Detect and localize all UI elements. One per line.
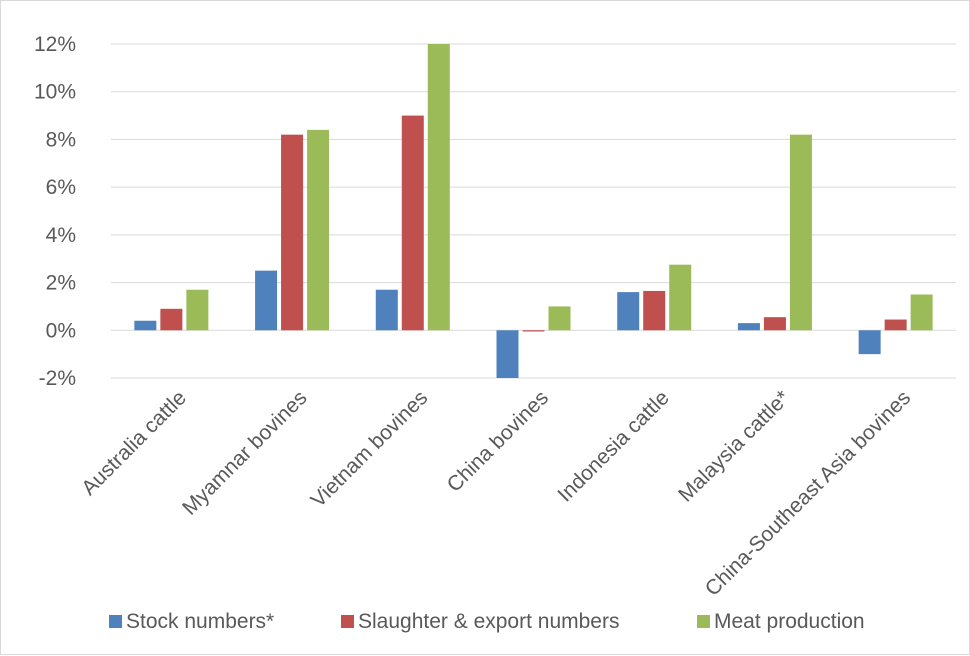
gridlines: [111, 43, 956, 379]
category-label: Australia cattle: [77, 386, 191, 500]
bars: [134, 44, 933, 378]
category-label: Indonesia cattle: [553, 386, 673, 506]
bar: [427, 44, 450, 331]
legend-label: Stock numbers*: [126, 610, 274, 633]
y-tick-label: 10%: [34, 81, 76, 104]
category-label: Malaysia cattle*: [674, 386, 794, 506]
bar: [255, 270, 278, 331]
bar: [160, 308, 183, 331]
bar: [643, 290, 666, 331]
bar: [858, 330, 881, 355]
legend-swatch: [341, 615, 354, 628]
y-axis-tick-labels: -2% 0% 2% 4% 6% 8% 10% 12%: [34, 33, 76, 390]
bar: [548, 306, 571, 331]
bar: [789, 134, 812, 331]
category-label: Vietnam bovines: [307, 386, 433, 512]
y-tick-label: 0%: [46, 319, 76, 342]
legend: Stock numbers* Slaughter & export numbers…: [109, 610, 865, 633]
bar: [522, 330, 545, 332]
legend-label: Meat production: [714, 610, 865, 633]
bar: [307, 129, 330, 331]
y-tick-label: 6%: [46, 176, 76, 199]
bar: [375, 289, 398, 331]
category-label: China-Southeast Asia bovines: [701, 386, 915, 600]
bar: [401, 115, 424, 331]
y-tick-label: 4%: [46, 224, 76, 247]
bar: [884, 319, 907, 331]
bar: [910, 294, 933, 331]
legend-swatch: [109, 615, 122, 628]
bar: [617, 292, 640, 331]
y-tick-label: 2%: [46, 272, 76, 295]
bar: [737, 323, 760, 331]
bar: [281, 134, 304, 331]
legend-label: Slaughter & export numbers: [358, 610, 619, 633]
category-label: Myamnar bovines: [178, 386, 311, 519]
bar: [763, 317, 786, 331]
category-label: China bovines: [443, 386, 553, 496]
y-tick-label: -2%: [39, 367, 76, 390]
bar: [186, 289, 209, 331]
bar: [134, 320, 157, 331]
y-tick-label: 8%: [46, 128, 76, 151]
legend-swatch: [697, 615, 710, 628]
y-tick-label: 12%: [34, 33, 76, 56]
bar: [496, 330, 519, 378]
bar: [669, 264, 692, 331]
